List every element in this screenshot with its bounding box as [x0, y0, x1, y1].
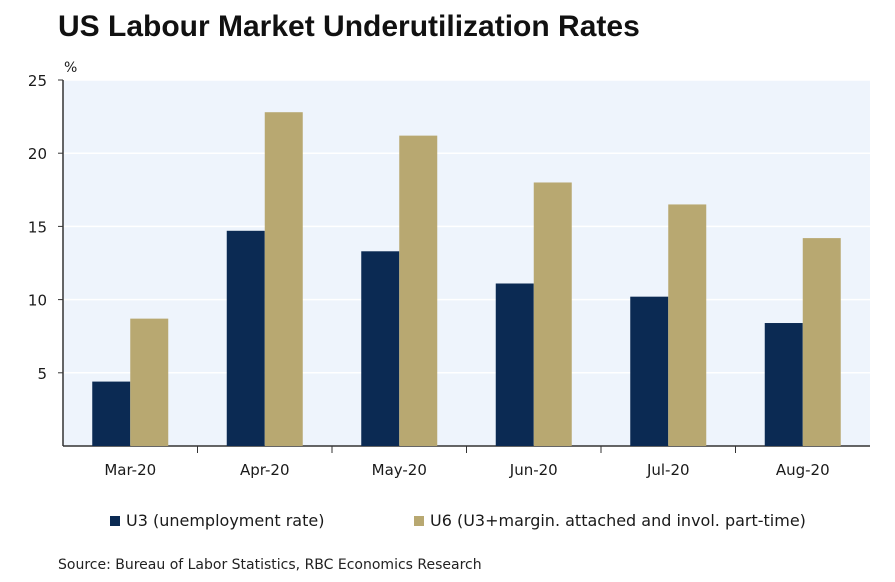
- x-tick-label: May-20: [372, 461, 427, 479]
- legend-swatch-u3: [110, 515, 120, 526]
- legend-label-u3: U3 (unemployment rate): [126, 511, 325, 530]
- x-tick-label: Apr-20: [240, 461, 290, 479]
- bar-u3-apr-20: [226, 230, 265, 446]
- legend-swatch-u6: [414, 515, 424, 526]
- bar-u6-jun-20: [533, 182, 572, 447]
- y-tick-label: 10: [28, 292, 47, 310]
- x-tick-label: Aug-20: [776, 461, 830, 479]
- bar-chart: 5 10 15 20 25% Mar-20 Apr-20 May-20 Jun-20 Jul-20…: [28, 60, 870, 479]
- y-tick-label: 25: [28, 72, 47, 90]
- bar-u3-may-20: [361, 251, 400, 446]
- bar-u6-may-20: [399, 135, 438, 446]
- x-tick-label: Jun-20: [509, 461, 558, 479]
- legend-item-u6: U6 (U3+margin. attached and invol. part-…: [414, 511, 806, 530]
- source-note: Source: Bureau of Labor Statistics, RBC …: [58, 557, 482, 573]
- legend-label-u6: U6 (U3+margin. attached and invol. part-…: [430, 511, 806, 530]
- chart-title: US Labour Market Underutilization Rates: [58, 10, 640, 43]
- x-tick-label: Mar-20: [104, 461, 156, 479]
- y-axis-label: %: [64, 60, 77, 76]
- bar-u6-mar-20: [130, 318, 169, 446]
- y-tick-label: 15: [28, 218, 47, 236]
- bar-u3-jul-20: [630, 296, 669, 446]
- bar-u3-mar-20: [92, 381, 131, 446]
- y-tick-label: 5: [37, 365, 47, 383]
- bar-u6-jul-20: [668, 204, 707, 446]
- bar-u3-jun-20: [495, 283, 534, 446]
- bar-u6-apr-20: [264, 112, 303, 446]
- plot-area: [63, 80, 870, 446]
- x-tick-label: Jul-20: [646, 461, 690, 479]
- legend-item-u3: U3 (unemployment rate): [110, 511, 324, 530]
- y-tick-label: 20: [28, 145, 47, 163]
- bar-u6-aug-20: [802, 238, 841, 446]
- bar-u3-aug-20: [764, 323, 803, 446]
